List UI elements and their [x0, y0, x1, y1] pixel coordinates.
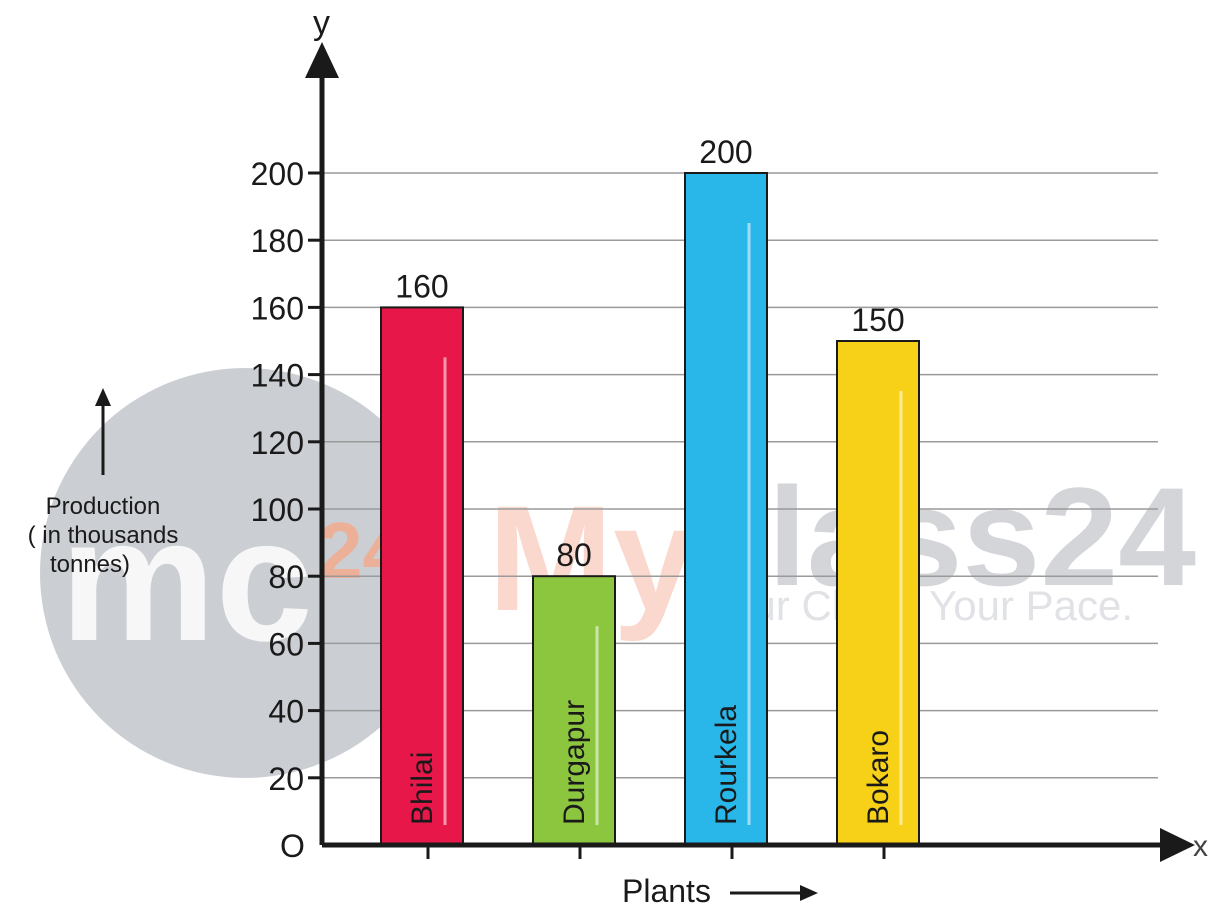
y-tick-label: 180	[251, 223, 304, 259]
y-tick-label: 100	[251, 492, 304, 528]
bar-category-label: Durgapur	[558, 700, 591, 825]
y-label-line-2: ( in thousands	[28, 522, 179, 549]
y-ticks: 20 40 60 80 100 120 140 160 180 200	[251, 156, 322, 797]
bar-value-label: 200	[699, 134, 752, 170]
y-tick-label: 160	[251, 290, 304, 326]
bar-value-label: 150	[851, 302, 904, 338]
x-label-text: Plants	[622, 873, 711, 907]
y-label-line-3: tonnes)	[50, 551, 130, 578]
y-axis-label: Production ( in thousands tonnes)	[28, 388, 179, 578]
bar	[684, 172, 768, 846]
y-axis-arrow-icon	[305, 42, 339, 78]
bars: 160 Bhilai 80 Durgapur 200 Rourkela 150 Bokaro	[380, 134, 920, 846]
bar-category-label: Bokaro	[862, 730, 895, 825]
x-axis-label: Plants	[622, 873, 818, 909]
bar	[836, 340, 920, 846]
bar	[532, 575, 616, 846]
bar-category-label: Bhilai	[406, 752, 439, 825]
y-tick-label: 20	[268, 761, 304, 797]
y-tick-label: 140	[251, 358, 304, 394]
x-axis-letter: x	[1193, 830, 1208, 863]
y-label-arrow-icon	[95, 388, 111, 406]
y-tick-label: 120	[251, 425, 304, 461]
watermark-brand-class: class24	[690, 458, 1196, 615]
bar-value-label: 80	[556, 537, 592, 573]
watermark-logo-circle	[40, 368, 450, 778]
y-tick-label: 80	[268, 559, 304, 595]
axes: y x O	[280, 4, 1208, 864]
x-axis-arrow-icon	[1160, 828, 1195, 862]
origin-label: O	[280, 828, 305, 864]
x-label-arrow-icon	[800, 885, 818, 901]
y-axis-letter: y	[313, 4, 330, 42]
x-ticks	[426, 845, 886, 859]
y-tick-label: 200	[251, 156, 304, 192]
watermark-logo-text: mc	[60, 483, 313, 678]
y-tick-label: 60	[268, 626, 304, 662]
bar-value-label: 160	[395, 268, 448, 304]
bar-category-label: Rourkela	[710, 705, 743, 825]
y-label-line-1: Production	[46, 493, 161, 520]
watermark: mc 24 My class24 Your Class. Your Pace.	[40, 368, 1196, 778]
bar	[380, 306, 464, 846]
y-tick-label: 40	[268, 694, 304, 730]
